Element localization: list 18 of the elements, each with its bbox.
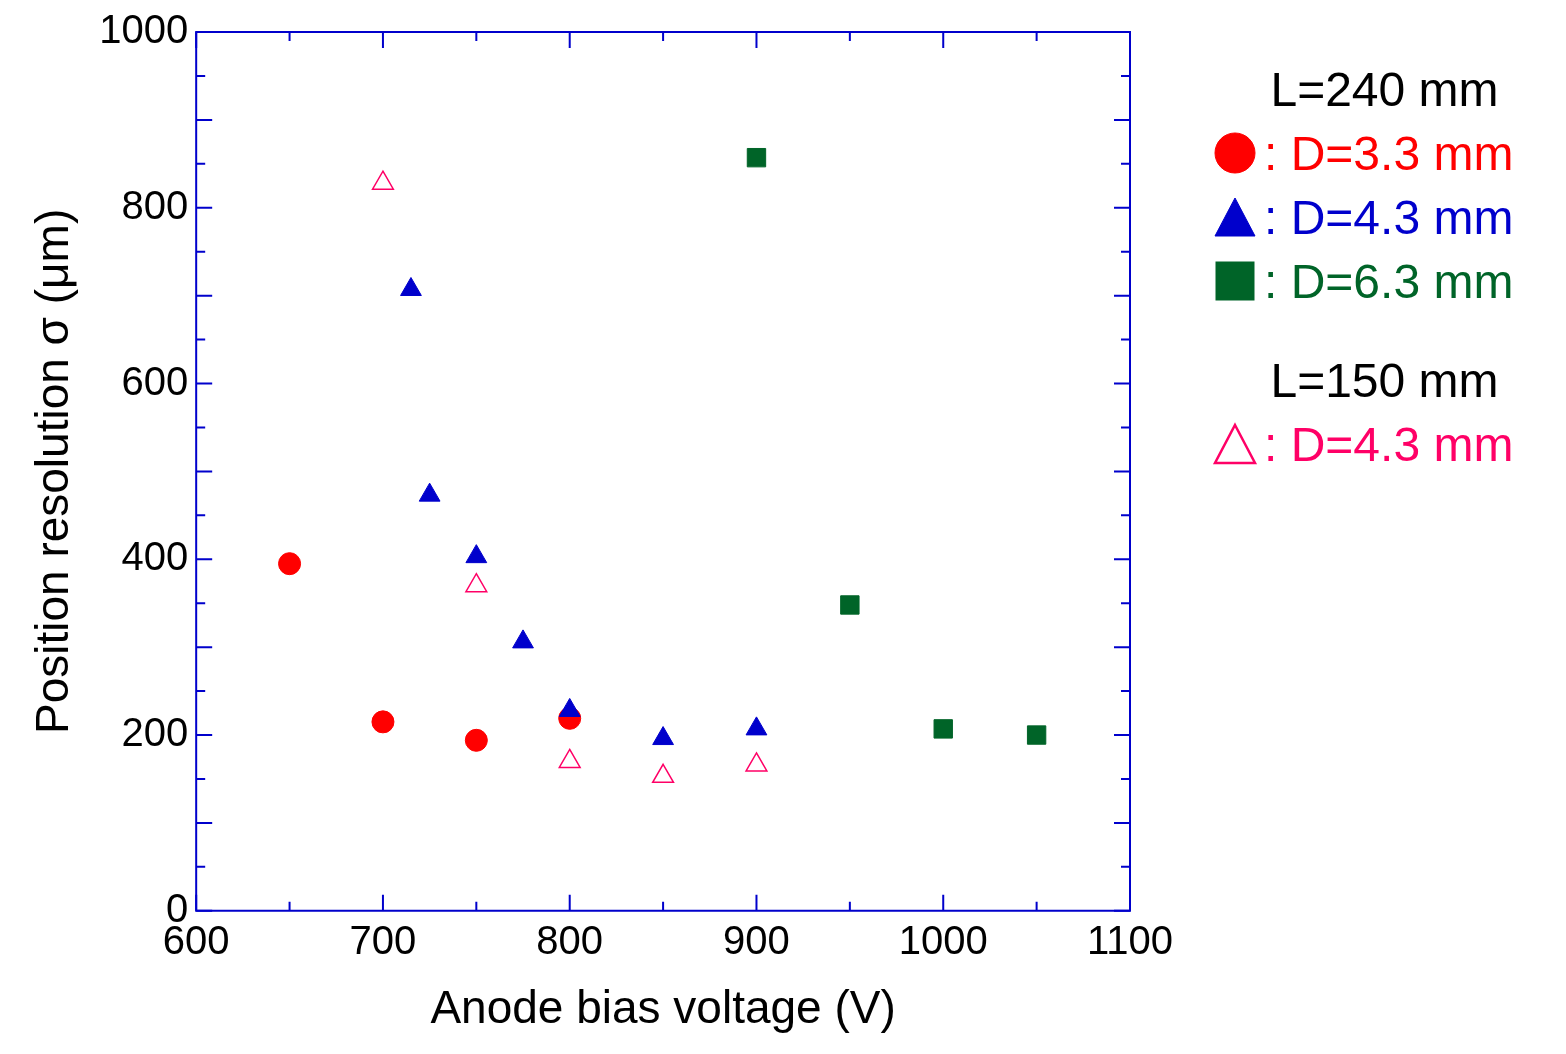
x-tick-label: 900: [723, 917, 790, 962]
x-tick-label: 1100: [1086, 917, 1174, 962]
y-tick-label: 200: [121, 710, 189, 755]
legend-label: : D=4.3 mm: [1264, 189, 1514, 245]
y-axis-title: Position resolution σ (μm): [26, 208, 79, 735]
x-tick-label: 1000: [898, 917, 988, 962]
text: L=150 mm: [1269, 353, 1500, 408]
legend-label: : D=6.3 mm: [1264, 253, 1514, 309]
y-tick-label: 600: [121, 358, 189, 403]
legend-title: L=240 mm: [1269, 62, 1500, 117]
x-tick-label: 800: [536, 917, 604, 962]
legend-label: : D=3.3 mm: [1264, 125, 1514, 181]
x-tick-label: 700: [349, 917, 417, 962]
x-axis-title: Anode bias voltage (V): [430, 981, 896, 1034]
y-tick-label: 1000: [99, 7, 189, 52]
legend-label: : D=4.3 mm: [1264, 416, 1514, 472]
y-tick-label: 400: [121, 534, 189, 579]
y-tick-label: 800: [121, 182, 189, 227]
